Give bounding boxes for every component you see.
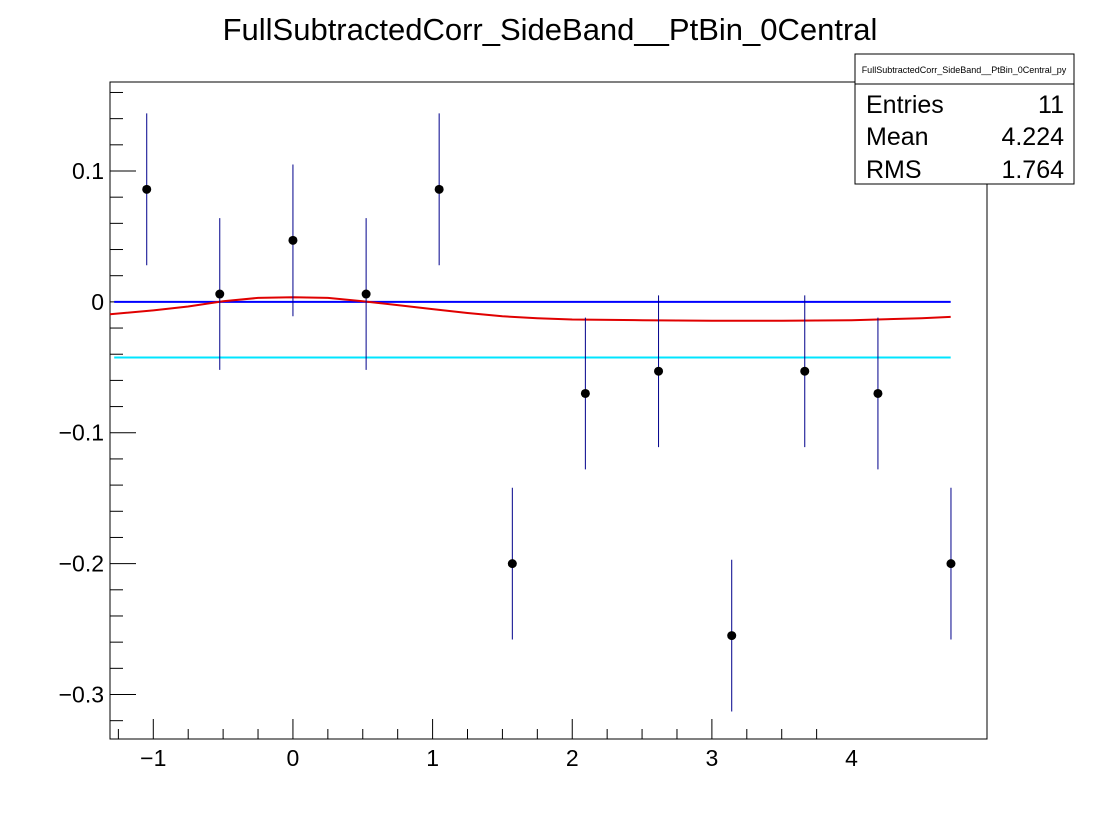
stats-value-mean: 4.224 <box>1001 123 1064 151</box>
x-tick-label: 1 <box>426 745 439 771</box>
y-tick-label: −0.3 <box>59 682 104 708</box>
stats-value-rms: 1.764 <box>1001 156 1064 184</box>
data-point <box>580 388 590 398</box>
y-tick-label: −0.2 <box>59 551 104 577</box>
stats-label-mean: Mean <box>866 123 929 151</box>
chart-title: FullSubtractedCorr_SideBand__PtBin_0Cent… <box>223 12 878 47</box>
x-tick-label: 0 <box>287 745 300 771</box>
stats-value-entries: 11 <box>1038 91 1064 119</box>
data-point <box>507 559 517 569</box>
y-tick-label: 0.1 <box>72 158 104 184</box>
data-point <box>215 289 225 299</box>
data-point <box>434 184 444 194</box>
data-point <box>800 366 810 376</box>
stats-label-entries: Entries <box>866 91 944 119</box>
plot-frame <box>109 81 988 740</box>
fit-curve <box>109 296 951 322</box>
x-tick-label: 3 <box>705 745 718 771</box>
y-tick-label: 0 <box>91 289 104 315</box>
data-point <box>727 631 737 641</box>
stats-label-rms: RMS <box>866 156 922 184</box>
data-point <box>288 235 298 245</box>
data-point <box>946 559 956 569</box>
x-tick-label: −1 <box>140 745 166 771</box>
data-point <box>654 366 664 376</box>
plot-area: −1 0 1 2 3 4 0.1 0 −0.1 −0.2 −0.3 <box>59 81 988 771</box>
y-tick-label: −0.1 <box>59 420 104 446</box>
data-point <box>361 289 371 299</box>
data-point <box>142 184 152 194</box>
data-point <box>873 388 883 398</box>
stats-box-name: FullSubtractedCorr_SideBand__PtBin_0Cent… <box>862 65 1067 75</box>
x-tick-label: 2 <box>566 745 579 771</box>
x-tick-label: 4 <box>845 745 858 771</box>
stats-box-frame <box>854 53 1075 185</box>
stats-box: FullSubtractedCorr_SideBand__PtBin_0Cent… <box>854 53 1075 185</box>
